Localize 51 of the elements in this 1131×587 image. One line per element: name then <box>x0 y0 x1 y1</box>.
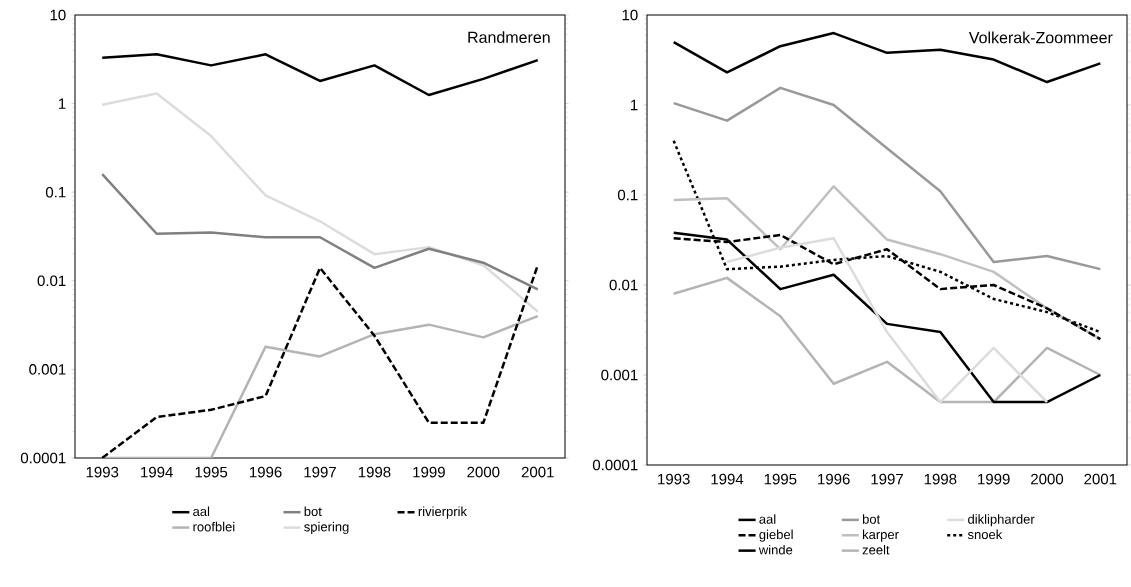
x-tick-label: 1994 <box>141 466 173 478</box>
x-tick-label: 2000 <box>1031 473 1064 485</box>
line-series <box>100 92 540 313</box>
legend-label: spiering <box>304 521 349 534</box>
legend-label: diklipharder <box>968 514 1035 527</box>
legend-label: giebel <box>759 529 793 542</box>
x-tick-label: 2001 <box>521 466 554 478</box>
x-tick-label: 1997 <box>871 473 903 485</box>
x-tick-label: 1998 <box>924 473 957 485</box>
y-tick-label: 0.001 <box>29 364 66 375</box>
line-series <box>725 237 1049 404</box>
line-series <box>100 53 540 97</box>
x-tick-label: 1996 <box>250 466 282 478</box>
legend-label: aal <box>193 506 210 517</box>
y-tick-label: 1 <box>59 98 66 109</box>
x-tick-label: 1993 <box>658 473 690 485</box>
legend-label: bot <box>862 514 881 524</box>
legend-label: roofblei <box>193 521 235 532</box>
y-tick-label: 0.01 <box>609 279 638 291</box>
text: Volkerak-Zoommeer <box>968 31 1113 44</box>
legend-label: snoek <box>967 529 1003 540</box>
y-tick-label: 0.1 <box>617 189 638 201</box>
legend-label: aal <box>759 514 776 524</box>
legend-label: bot <box>304 506 322 517</box>
line-series <box>672 86 1102 271</box>
x-tick-label: 2001 <box>1084 473 1117 485</box>
line-series <box>672 276 1102 404</box>
legend-label: winde <box>758 544 793 555</box>
y-tick-label: 10 <box>622 9 638 21</box>
y-tick-label: 1 <box>631 99 638 111</box>
x-tick-label: 1998 <box>358 466 391 478</box>
legend-label: rivierprik <box>418 506 468 519</box>
line-series <box>100 172 540 291</box>
y-tick-label: 0.001 <box>601 369 638 381</box>
x-tick-label: 1997 <box>304 466 336 478</box>
y-tick-label: 0.1 <box>45 186 66 198</box>
x-tick-label: 1994 <box>711 473 744 485</box>
y-tick-label: 0.0001 <box>20 452 66 464</box>
legend-label: zeelt <box>862 544 890 555</box>
x-tick-label: 1995 <box>764 473 797 485</box>
y-tick-label: 0.01 <box>37 275 66 287</box>
legend-label: karper <box>862 529 899 542</box>
x-tick-label: 1996 <box>818 473 850 485</box>
x-tick-label: 1995 <box>195 466 228 478</box>
y-tick-label: 0.0001 <box>592 459 638 471</box>
x-tick-label: 1993 <box>86 466 119 478</box>
text: Randmeren <box>468 31 550 43</box>
y-tick-label: 10 <box>50 9 66 21</box>
x-tick-label: 1999 <box>413 466 445 478</box>
x-tick-label: 1999 <box>978 473 1010 485</box>
x-tick-label: 2000 <box>467 466 500 478</box>
